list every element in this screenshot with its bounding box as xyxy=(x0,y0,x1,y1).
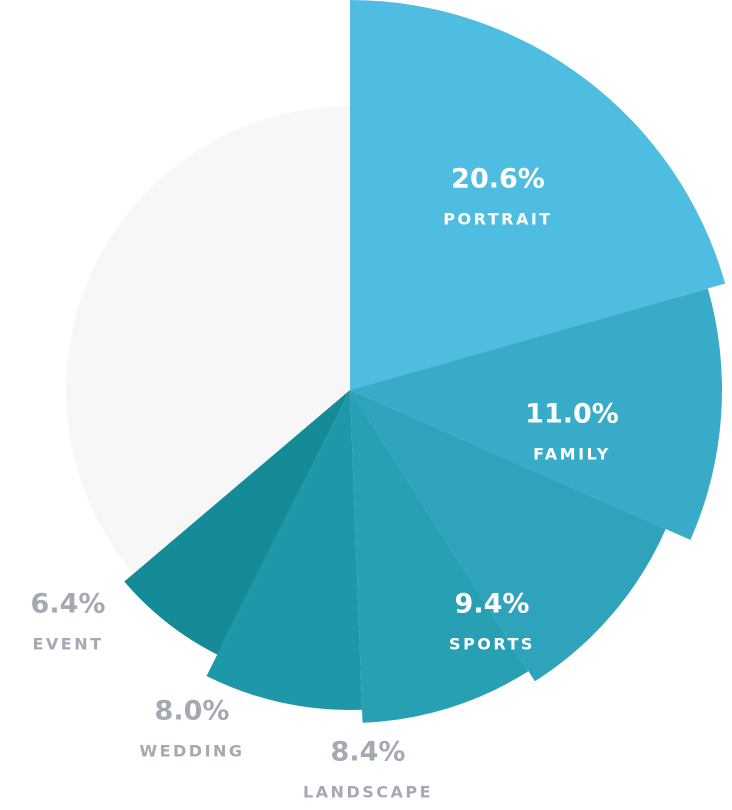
category-label: SPORTS xyxy=(449,635,535,654)
value-label: 9.4% xyxy=(455,589,530,620)
pie-slice xyxy=(350,288,723,540)
pie-slice xyxy=(350,0,726,390)
value-label: 8.0% xyxy=(155,696,230,727)
pie-slice xyxy=(350,390,529,723)
category-label: EVENT xyxy=(32,635,103,654)
pie-slice xyxy=(124,390,350,655)
category-label: LANDSCAPE xyxy=(303,783,433,802)
category-label: WEDDING xyxy=(139,742,244,761)
value-label: 20.6% xyxy=(451,164,545,195)
value-label: 6.4% xyxy=(31,589,106,620)
category-label: FAMILY xyxy=(533,445,611,464)
value-label: 11.0% xyxy=(525,399,619,430)
pie-slice xyxy=(350,390,666,682)
pie-slice xyxy=(206,390,363,711)
category-label: PORTRAIT xyxy=(443,210,552,229)
value-label: 8.4% xyxy=(331,737,406,768)
